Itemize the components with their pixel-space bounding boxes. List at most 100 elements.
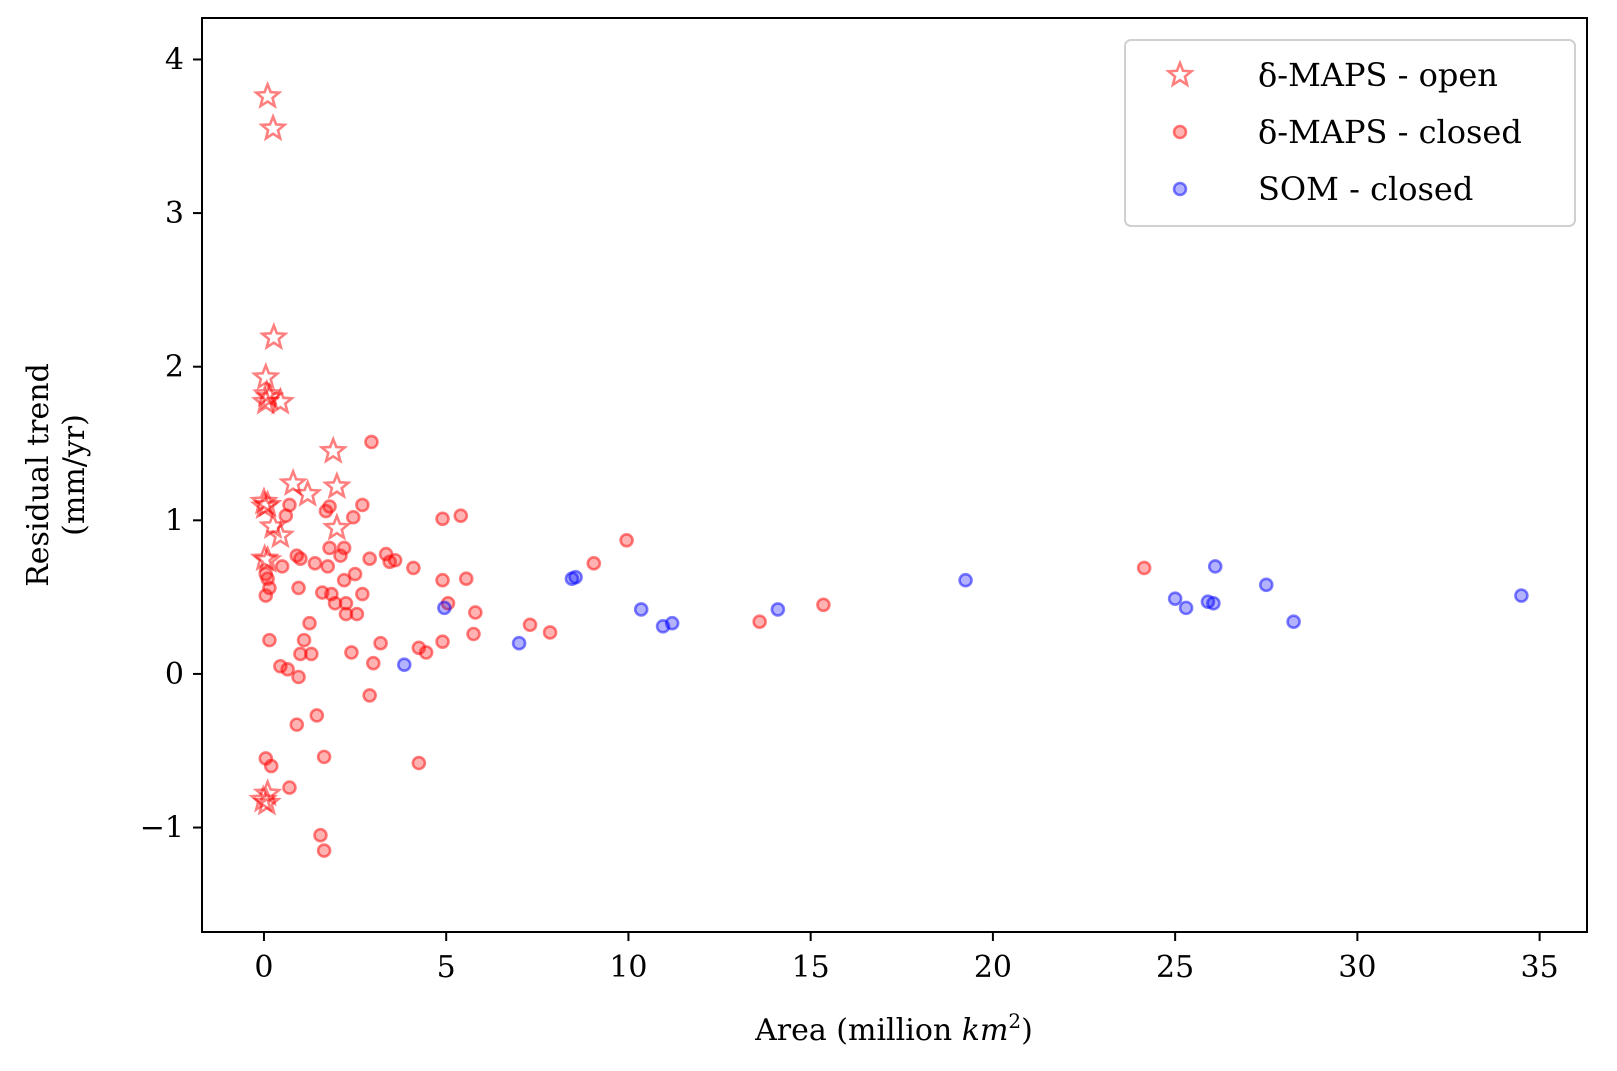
data-point: [322, 512, 352, 541]
data-point: [316, 749, 332, 765]
legend-label-dmaps-open: δ-MAPS - open: [1258, 56, 1498, 94]
x-axis-label-sup: 2: [1008, 1009, 1021, 1033]
data-point: [309, 708, 325, 723]
series-1: [258, 434, 1152, 858]
legend-marker: [1172, 124, 1188, 140]
x-tick-label: 0: [254, 950, 273, 985]
legend-box: [1124, 39, 1576, 227]
data-point: [466, 626, 481, 642]
y-axis-label: Residual trend (mm/yr): [21, 363, 92, 587]
x-tick-label: 25: [1156, 950, 1194, 985]
data-point: [752, 614, 767, 630]
data-point: [273, 658, 288, 674]
legend-marker: [1172, 181, 1188, 197]
x-axis-label-suffix: ): [1021, 1013, 1033, 1048]
ticks-layer: 0 5 10 15 20 25 30 35 −1 0 1 2 3 4: [140, 42, 1559, 985]
data-point: [406, 560, 421, 576]
data-point: [1167, 591, 1183, 606]
data-point: [586, 556, 602, 571]
x-tick-label: 20: [974, 950, 1012, 985]
data-point: [296, 632, 312, 648]
data-point: [453, 508, 469, 524]
data-point: [344, 645, 359, 660]
data-point: [1286, 614, 1301, 630]
data-point: [252, 378, 282, 407]
data-point: [396, 657, 412, 673]
data-point: [304, 646, 319, 662]
x-axis-label-var: km: [962, 1013, 1009, 1048]
data-point: [252, 80, 283, 109]
data-point: [619, 532, 634, 548]
data-point: [542, 625, 558, 640]
data-point: [262, 632, 277, 648]
legend-label-som-closed: SOM - closed: [1258, 170, 1473, 208]
data-point: [349, 606, 365, 622]
data-point: [258, 113, 288, 142]
data-point: [1178, 600, 1194, 616]
data-point: [282, 780, 297, 795]
legend-markers: [1165, 59, 1195, 197]
data-point: [345, 509, 361, 525]
data-point: [418, 645, 434, 660]
data-point: [1258, 577, 1274, 593]
y-tick-label: 3: [165, 196, 184, 231]
data-point: [1207, 559, 1223, 574]
data-point: [366, 655, 381, 671]
data-point: [291, 669, 306, 685]
data-point: [278, 467, 308, 497]
data-point: [318, 435, 349, 464]
x-axis-label-prefix: Area (million: [754, 1013, 962, 1048]
data-point: [316, 843, 332, 858]
data-point: [373, 635, 388, 651]
data-point: [958, 572, 973, 588]
data-point: [458, 571, 474, 586]
data-point: [263, 758, 279, 774]
data-point: [302, 615, 317, 631]
data-point: [322, 470, 352, 500]
data-point: [252, 787, 282, 816]
data-point: [355, 497, 370, 513]
data-point: [1136, 560, 1152, 576]
legend: δ-MAPS - open δ-MAPS - closed SOM - clos…: [1124, 39, 1576, 227]
series-2: [396, 559, 1529, 673]
data-point: [265, 386, 296, 415]
y-tick-label: 1: [165, 503, 184, 538]
data-point: [252, 778, 283, 807]
data-point: [249, 543, 280, 572]
x-tick-label: 5: [437, 950, 456, 985]
data-point: [307, 556, 323, 571]
data-point: [1206, 595, 1221, 611]
data-point: [249, 490, 280, 520]
data-point: [258, 588, 274, 603]
data-point: [347, 566, 363, 582]
y-tick-label: 0: [165, 657, 184, 692]
x-tick-label: 10: [609, 950, 647, 985]
data-point: [1514, 588, 1529, 603]
data-point: [362, 688, 377, 703]
data-point: [387, 552, 403, 568]
y-axis-label-line-1: Residual trend: [21, 363, 56, 587]
plot-frame: [201, 17, 1588, 933]
data-point: [435, 634, 450, 649]
y-tick-label: 4: [165, 42, 184, 77]
data-point: [280, 662, 295, 677]
data-point: [355, 586, 370, 602]
data-point: [511, 635, 527, 651]
data-point: [274, 559, 290, 574]
data-point: [411, 755, 427, 771]
x-tick-label: 15: [792, 950, 830, 985]
data-point: [816, 597, 831, 613]
x-axis-label: Area (million km2): [754, 1009, 1033, 1048]
data-point: [435, 511, 450, 527]
legend-marker: [1165, 59, 1195, 88]
data-point: [289, 717, 305, 732]
data-point: [468, 605, 483, 620]
series-0: [248, 80, 352, 816]
data-point: [664, 615, 680, 631]
data-point: [322, 540, 337, 556]
data-point: [249, 486, 279, 515]
x-tick-label: 30: [1338, 950, 1376, 985]
y-tick-label: 2: [165, 350, 184, 385]
